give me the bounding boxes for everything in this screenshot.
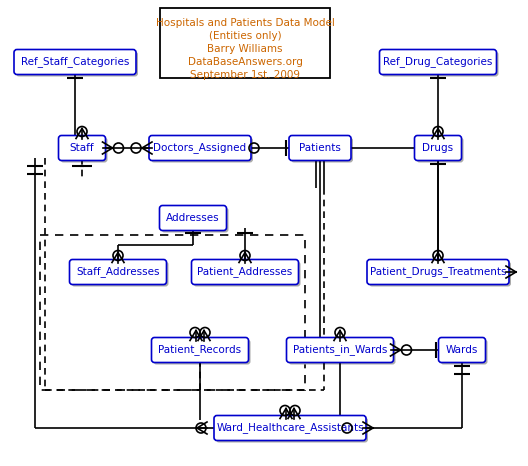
FancyBboxPatch shape (192, 260, 298, 285)
Text: Patients: Patients (299, 143, 341, 153)
FancyBboxPatch shape (288, 340, 395, 364)
Bar (40, 235, 305, 390)
FancyBboxPatch shape (291, 137, 353, 163)
FancyBboxPatch shape (367, 260, 509, 285)
FancyBboxPatch shape (149, 136, 251, 160)
Text: Patient_Drugs_Treatments: Patient_Drugs_Treatments (370, 267, 506, 277)
Text: Ref_Staff_Categories: Ref_Staff_Categories (21, 56, 129, 68)
Text: Staff_Addresses: Staff_Addresses (76, 267, 160, 277)
Text: Patient_Records: Patient_Records (158, 344, 242, 356)
FancyBboxPatch shape (382, 52, 498, 76)
FancyBboxPatch shape (14, 49, 136, 75)
Text: Patient_Addresses: Patient_Addresses (197, 267, 293, 277)
Text: Ref_Drug_Categories: Ref_Drug_Categories (383, 56, 493, 68)
FancyBboxPatch shape (61, 137, 108, 163)
FancyBboxPatch shape (414, 136, 461, 160)
FancyBboxPatch shape (440, 340, 487, 364)
Text: Hospitals and Patients Data Model: Hospitals and Patients Data Model (156, 18, 334, 28)
FancyBboxPatch shape (380, 49, 496, 75)
FancyBboxPatch shape (151, 137, 253, 163)
FancyBboxPatch shape (59, 136, 106, 160)
Text: Patients_in_Wards: Patients_in_Wards (293, 344, 387, 356)
Text: Addresses: Addresses (166, 213, 220, 223)
FancyBboxPatch shape (287, 337, 393, 363)
Text: Doctors_Assigned: Doctors_Assigned (154, 143, 247, 153)
FancyBboxPatch shape (154, 340, 250, 364)
Text: Barry Williams: Barry Williams (208, 44, 283, 54)
FancyBboxPatch shape (16, 52, 138, 76)
Text: (Entities only): (Entities only) (209, 31, 281, 41)
Bar (160, 8, 330, 78)
FancyBboxPatch shape (159, 206, 227, 231)
Text: Wards: Wards (446, 345, 478, 355)
FancyBboxPatch shape (438, 337, 486, 363)
FancyBboxPatch shape (70, 260, 166, 285)
FancyBboxPatch shape (162, 207, 229, 233)
Text: September 1st. 2009: September 1st. 2009 (190, 70, 300, 80)
FancyBboxPatch shape (193, 261, 300, 287)
FancyBboxPatch shape (369, 261, 511, 287)
FancyBboxPatch shape (417, 137, 464, 163)
FancyBboxPatch shape (216, 418, 368, 443)
Text: DataBaseAnswers.org: DataBaseAnswers.org (187, 57, 303, 67)
FancyBboxPatch shape (214, 416, 366, 440)
Text: Staff: Staff (70, 143, 95, 153)
FancyBboxPatch shape (152, 337, 249, 363)
FancyBboxPatch shape (289, 136, 351, 160)
Text: Ward_Healthcare_Assistants: Ward_Healthcare_Assistants (216, 423, 364, 433)
FancyBboxPatch shape (71, 261, 168, 287)
Text: Drugs: Drugs (422, 143, 454, 153)
